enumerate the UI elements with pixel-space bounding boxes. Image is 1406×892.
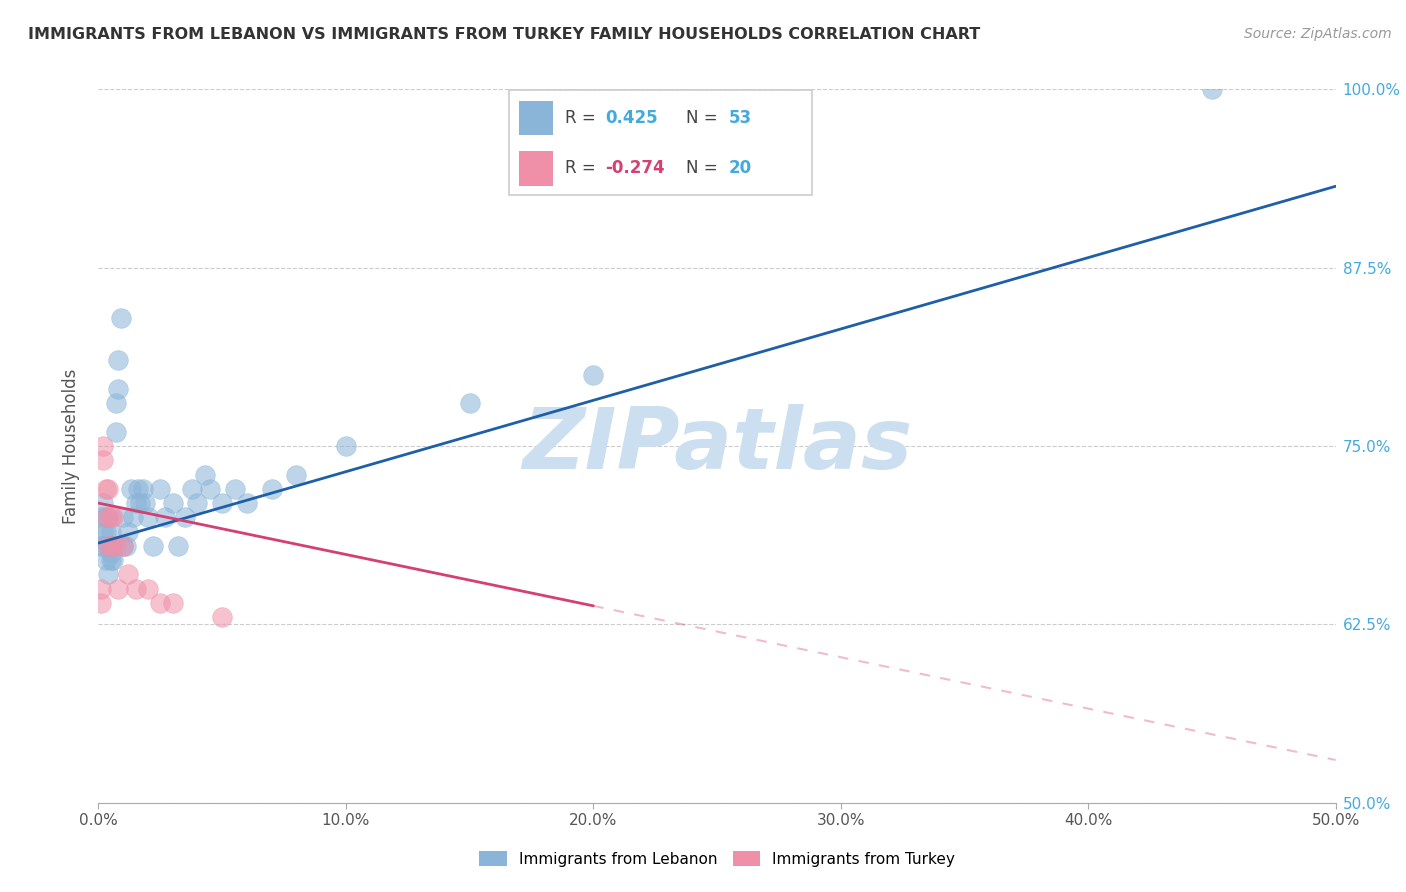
Point xyxy=(94,553,117,567)
Point xyxy=(335,439,357,453)
Point xyxy=(181,482,204,496)
Point xyxy=(97,510,120,524)
Point xyxy=(114,539,136,553)
Point xyxy=(94,482,117,496)
Point xyxy=(93,496,115,510)
Point xyxy=(112,510,135,524)
Point xyxy=(127,482,149,496)
Point xyxy=(149,596,172,610)
Point xyxy=(110,310,132,325)
Bar xyxy=(519,152,553,186)
Text: -0.274: -0.274 xyxy=(605,160,665,178)
FancyBboxPatch shape xyxy=(509,90,813,195)
Point xyxy=(103,510,125,524)
Point xyxy=(94,524,117,539)
Point xyxy=(93,524,115,539)
Point xyxy=(136,510,159,524)
Point xyxy=(194,467,217,482)
Point xyxy=(211,496,233,510)
Point xyxy=(582,368,605,382)
Point xyxy=(260,482,283,496)
Text: 53: 53 xyxy=(728,109,752,127)
Point xyxy=(186,496,208,510)
Point xyxy=(224,482,246,496)
Point xyxy=(112,539,135,553)
Point xyxy=(100,553,122,567)
Point xyxy=(124,582,146,596)
Point xyxy=(136,582,159,596)
Point xyxy=(174,510,197,524)
Point xyxy=(90,539,112,553)
Point xyxy=(112,539,135,553)
Point xyxy=(162,596,184,610)
Point xyxy=(117,567,139,582)
Point xyxy=(100,546,122,560)
Point xyxy=(93,439,115,453)
Point xyxy=(97,539,120,553)
Point xyxy=(94,510,117,524)
Point xyxy=(458,396,481,410)
Point xyxy=(93,539,115,553)
Point xyxy=(90,582,112,596)
Point xyxy=(122,510,145,524)
Point xyxy=(162,496,184,510)
Text: R =: R = xyxy=(565,160,600,178)
Point xyxy=(285,467,308,482)
Text: R =: R = xyxy=(565,109,600,127)
Point xyxy=(198,482,221,496)
Y-axis label: Family Households: Family Households xyxy=(62,368,80,524)
Point xyxy=(117,524,139,539)
Point xyxy=(104,396,127,410)
Point xyxy=(211,610,233,624)
Point xyxy=(104,539,127,553)
Point xyxy=(94,510,117,524)
Point xyxy=(104,425,127,439)
Point xyxy=(149,482,172,496)
Text: N =: N = xyxy=(686,109,723,127)
Point xyxy=(100,510,122,524)
Point xyxy=(166,539,188,553)
Point xyxy=(90,510,112,524)
Point xyxy=(100,524,122,539)
Point xyxy=(97,567,120,582)
Point xyxy=(100,539,122,553)
Point xyxy=(1201,82,1223,96)
Text: IMMIGRANTS FROM LEBANON VS IMMIGRANTS FROM TURKEY FAMILY HOUSEHOLDS CORRELATION : IMMIGRANTS FROM LEBANON VS IMMIGRANTS FR… xyxy=(28,27,980,42)
Point xyxy=(142,539,165,553)
Point xyxy=(97,482,120,496)
Text: ZIPatlas: ZIPatlas xyxy=(522,404,912,488)
Point xyxy=(90,596,112,610)
Point xyxy=(103,553,125,567)
Text: 20: 20 xyxy=(728,160,752,178)
Text: N =: N = xyxy=(686,160,723,178)
Point xyxy=(107,382,129,396)
Point xyxy=(97,539,120,553)
Point xyxy=(129,496,152,510)
Text: Source: ZipAtlas.com: Source: ZipAtlas.com xyxy=(1244,27,1392,41)
Point xyxy=(100,539,122,553)
Point xyxy=(93,453,115,467)
Point xyxy=(120,482,142,496)
Point xyxy=(155,510,177,524)
Point xyxy=(134,496,156,510)
Legend: Immigrants from Lebanon, Immigrants from Turkey: Immigrants from Lebanon, Immigrants from… xyxy=(479,851,955,866)
Point xyxy=(107,582,129,596)
Point xyxy=(103,539,125,553)
Point xyxy=(236,496,259,510)
Point xyxy=(124,496,146,510)
Point xyxy=(107,353,129,368)
Bar xyxy=(519,101,553,136)
Point xyxy=(132,482,155,496)
Text: 0.425: 0.425 xyxy=(605,109,658,127)
